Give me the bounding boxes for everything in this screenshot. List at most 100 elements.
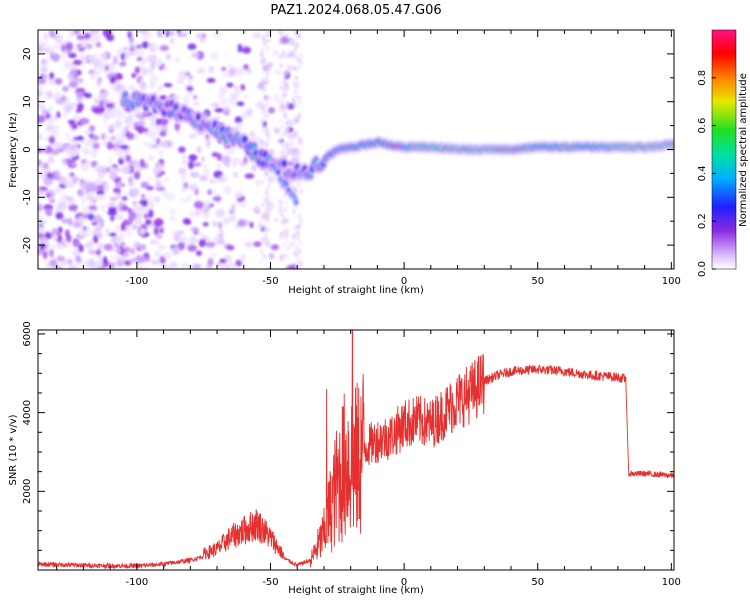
noise-blob (163, 83, 172, 87)
noise-blob (282, 254, 285, 258)
noise-blob (98, 258, 104, 266)
noise-blob (298, 249, 301, 253)
noise-blob (299, 219, 302, 223)
noise-blob (186, 86, 193, 92)
noise-blob (139, 81, 146, 90)
noise-blob (208, 65, 214, 73)
noise-blob (62, 86, 69, 92)
noise-blob (38, 85, 43, 92)
noise-blob (265, 142, 268, 146)
noise-blob (196, 68, 205, 74)
noise-blob (284, 266, 287, 270)
noise-blob (220, 97, 227, 106)
noise-blob (103, 89, 108, 97)
noise-blob (293, 152, 296, 156)
noise-blob (58, 227, 63, 234)
noise-blob (215, 235, 219, 242)
noise-blob (187, 194, 191, 199)
noise-blob (129, 47, 135, 52)
noise-blob (266, 95, 269, 99)
snr-x-tick-label: 100 (662, 577, 681, 588)
noise-blob (143, 141, 151, 147)
noise-blob (207, 189, 212, 195)
noise-blob (283, 242, 286, 246)
noise-blob (265, 103, 268, 107)
noise-blob (158, 150, 163, 157)
noise-blob (116, 260, 125, 266)
noise-blob (104, 244, 113, 251)
noise-blob (279, 85, 282, 89)
colorbar-label: Normalized spectral amplitude (738, 73, 749, 227)
noise-blob (97, 194, 106, 200)
colorbar-tick-label: 0.6 (697, 118, 708, 134)
snr-y-axis-label: SNR (10 * v/v) (8, 414, 19, 485)
noise-blob (58, 178, 68, 184)
spectrogram-y-tick-label: 20 (22, 48, 33, 61)
noise-blob (55, 243, 64, 248)
noise-blob (261, 105, 264, 109)
noise-blob (237, 101, 245, 106)
noise-blob (208, 258, 214, 267)
noise-blob (261, 140, 264, 144)
noise-blob (260, 249, 263, 253)
noise-blob (93, 70, 102, 76)
noise-blob (36, 90, 43, 96)
noise-blob (292, 235, 295, 239)
noise-blob (131, 225, 138, 230)
noise-blob (140, 118, 144, 126)
noise-blob (103, 120, 108, 124)
noise-blob (180, 263, 190, 269)
noise-blob (136, 44, 142, 49)
colorbar-tick-label: 0.8 (697, 70, 708, 86)
noise-blob (98, 171, 105, 180)
noise-blob (99, 101, 104, 109)
noise-blob (260, 119, 263, 123)
noise-blob (93, 53, 99, 60)
noise-blob (79, 228, 86, 237)
colorbar-gradient (712, 30, 736, 269)
colorbar-tick-label: 0.0 (697, 261, 708, 277)
noise-blob (79, 118, 89, 125)
noise-blob (191, 53, 199, 58)
noise-blob (196, 250, 202, 255)
noise-blob (78, 244, 83, 252)
noise-blob (103, 132, 108, 139)
noise-blob (244, 242, 253, 248)
noise-blob (65, 42, 73, 51)
noise-blob (77, 103, 84, 112)
noise-blob (298, 113, 301, 117)
noise-blob (40, 62, 49, 69)
noise-blob (156, 138, 160, 145)
noise-blob (281, 133, 284, 137)
noise-blob (156, 234, 163, 239)
noise-blob (300, 53, 303, 57)
noise-blob (206, 242, 216, 248)
noise-blob (189, 134, 197, 139)
noise-blob (114, 148, 123, 157)
noise-blob (279, 209, 282, 213)
noise-blob (279, 119, 282, 123)
noise-blob (77, 136, 84, 141)
noise-blob (110, 197, 118, 201)
noise-blob (74, 114, 80, 119)
noise-blob (96, 250, 101, 256)
noise-blob (283, 93, 286, 97)
noise-blob (70, 173, 74, 177)
noise-blob (128, 211, 136, 220)
noise-blob (266, 114, 269, 118)
noise-blob (178, 146, 186, 152)
noise-blob (266, 39, 269, 43)
noise-blob (234, 201, 240, 206)
noise-blob (268, 107, 275, 114)
spectrogram-x-tick-label: -50 (262, 276, 278, 287)
noise-blob (45, 209, 53, 216)
noise-blob (121, 223, 126, 231)
noise-blob (262, 214, 265, 218)
noise-blob (170, 216, 175, 220)
noise-blob (154, 196, 160, 202)
noise-blob (272, 50, 280, 56)
noise-blob (43, 178, 53, 186)
snr-x-tick-label: -50 (262, 577, 278, 588)
noise-blob (84, 93, 92, 98)
noise-blob (190, 172, 200, 178)
